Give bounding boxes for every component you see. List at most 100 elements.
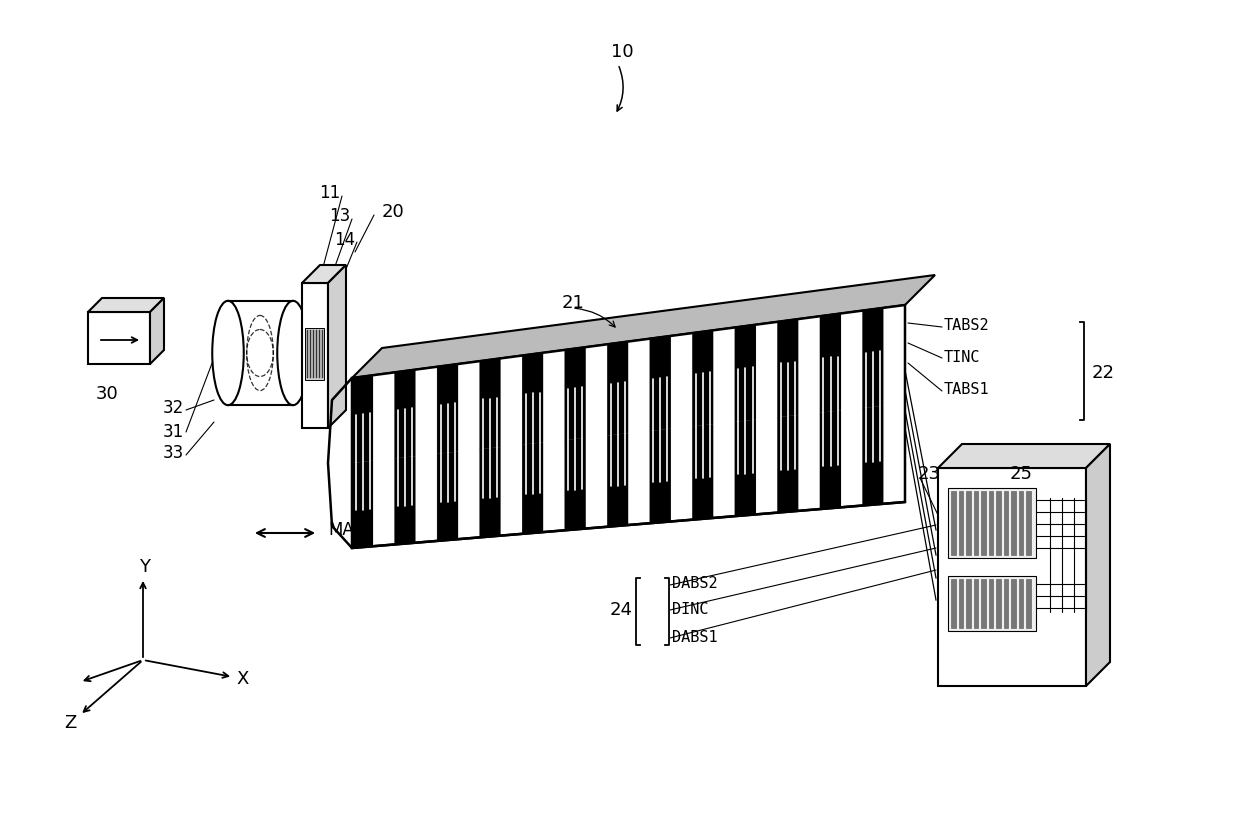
Polygon shape [564, 437, 587, 530]
Text: 32: 32 [162, 399, 184, 417]
Bar [1011, 491, 1016, 555]
Polygon shape [650, 336, 671, 431]
Text: X: X [237, 670, 249, 688]
Bar [949, 488, 1035, 558]
Text: 13: 13 [329, 207, 350, 225]
Polygon shape [303, 265, 346, 283]
Polygon shape [543, 350, 564, 442]
Bar [1003, 491, 1008, 555]
Polygon shape [884, 305, 905, 406]
Text: DINC: DINC [672, 603, 708, 618]
Bar [959, 579, 963, 628]
Polygon shape [394, 370, 415, 458]
Bar [1025, 491, 1030, 555]
Bar [966, 491, 971, 555]
Polygon shape [415, 454, 436, 543]
Polygon shape [756, 418, 777, 514]
Bar [306, 330, 309, 378]
Polygon shape [692, 424, 713, 519]
Bar [1018, 491, 1023, 555]
Polygon shape [415, 366, 436, 457]
Bar [303, 283, 329, 428]
Polygon shape [352, 461, 373, 548]
Bar [973, 491, 978, 555]
Polygon shape [820, 410, 841, 509]
Polygon shape [713, 327, 735, 424]
Bar [305, 328, 324, 380]
Text: 23: 23 [918, 465, 941, 483]
Polygon shape [629, 431, 650, 525]
Text: 22: 22 [1092, 364, 1115, 382]
Polygon shape [863, 308, 884, 408]
Bar [966, 579, 971, 628]
Text: TINC: TINC [944, 351, 981, 366]
Polygon shape [884, 404, 905, 504]
Bar [959, 491, 963, 555]
Text: 21: 21 [562, 294, 585, 312]
Bar [321, 330, 324, 378]
Polygon shape [522, 442, 543, 534]
Polygon shape [756, 322, 777, 419]
Polygon shape [692, 330, 713, 427]
Polygon shape [841, 408, 863, 507]
Bar [1011, 579, 1016, 628]
Text: 25: 25 [1011, 465, 1033, 483]
Bar [1003, 579, 1008, 628]
Polygon shape [522, 353, 543, 445]
Text: 20: 20 [382, 203, 404, 221]
Text: DABS1: DABS1 [672, 630, 718, 646]
Polygon shape [543, 440, 564, 532]
Polygon shape [459, 449, 480, 539]
Polygon shape [799, 413, 820, 511]
Polygon shape [352, 305, 905, 548]
Polygon shape [587, 436, 608, 528]
Bar [315, 330, 317, 378]
Ellipse shape [278, 301, 309, 405]
Ellipse shape [212, 301, 244, 405]
Bar [1018, 579, 1023, 628]
Polygon shape [373, 372, 394, 461]
Polygon shape [799, 316, 820, 415]
Bar [1025, 579, 1030, 628]
Polygon shape [329, 265, 346, 428]
Bar [981, 491, 986, 555]
Text: 30: 30 [95, 385, 119, 403]
Polygon shape [480, 447, 501, 538]
Bar [312, 330, 314, 378]
Polygon shape [480, 358, 501, 449]
Bar [988, 579, 993, 628]
Polygon shape [671, 427, 692, 522]
Text: DABS2: DABS2 [672, 576, 718, 591]
Text: 10: 10 [610, 43, 634, 61]
Text: 33: 33 [162, 444, 184, 462]
Polygon shape [88, 298, 164, 312]
Text: 24: 24 [610, 601, 632, 619]
Polygon shape [352, 275, 935, 378]
Polygon shape [735, 325, 756, 422]
Bar [937, 468, 1086, 686]
Polygon shape [608, 433, 629, 527]
Bar [951, 491, 956, 555]
Polygon shape [587, 344, 608, 437]
Polygon shape [820, 313, 841, 413]
Polygon shape [150, 298, 164, 364]
Polygon shape [459, 361, 480, 452]
Polygon shape [777, 319, 799, 418]
Text: 31: 31 [162, 423, 184, 441]
Polygon shape [863, 406, 884, 505]
Polygon shape [671, 333, 692, 428]
Bar [988, 491, 993, 555]
Polygon shape [777, 415, 799, 513]
Text: Y: Y [139, 558, 150, 576]
Polygon shape [841, 311, 863, 410]
Polygon shape [608, 342, 629, 436]
Polygon shape [629, 339, 650, 433]
Polygon shape [564, 347, 587, 440]
Bar [996, 491, 1001, 555]
Polygon shape [713, 422, 735, 518]
Polygon shape [228, 301, 293, 405]
Text: 14: 14 [334, 231, 355, 249]
Text: Z: Z [64, 714, 76, 732]
Polygon shape [735, 419, 756, 516]
Bar [996, 579, 1001, 628]
